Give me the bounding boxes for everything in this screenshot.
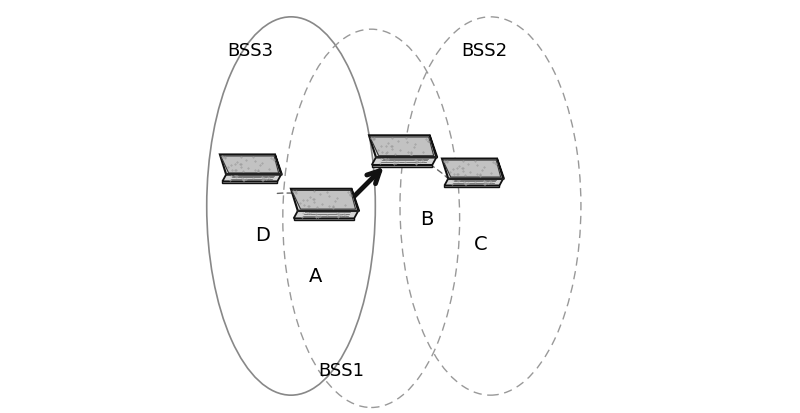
Polygon shape [445, 186, 499, 188]
Text: BSS1: BSS1 [318, 362, 364, 380]
Text: D: D [255, 226, 270, 244]
Polygon shape [442, 161, 501, 178]
Polygon shape [372, 158, 437, 166]
Text: B: B [420, 209, 434, 228]
Polygon shape [222, 182, 278, 183]
Polygon shape [497, 159, 504, 179]
Polygon shape [291, 189, 358, 211]
Polygon shape [442, 159, 503, 179]
Polygon shape [220, 155, 281, 175]
Polygon shape [430, 136, 438, 158]
Polygon shape [294, 219, 354, 221]
Polygon shape [351, 189, 359, 211]
Polygon shape [372, 166, 432, 167]
Polygon shape [222, 175, 281, 182]
Text: BSS3: BSS3 [227, 42, 274, 59]
Polygon shape [445, 179, 503, 186]
Text: C: C [474, 234, 487, 253]
Text: BSS2: BSS2 [462, 42, 508, 59]
Polygon shape [294, 211, 358, 219]
Polygon shape [221, 157, 278, 173]
Polygon shape [369, 136, 437, 158]
Text: A: A [309, 267, 322, 286]
Polygon shape [370, 138, 434, 156]
Polygon shape [292, 191, 355, 210]
Polygon shape [275, 155, 282, 175]
